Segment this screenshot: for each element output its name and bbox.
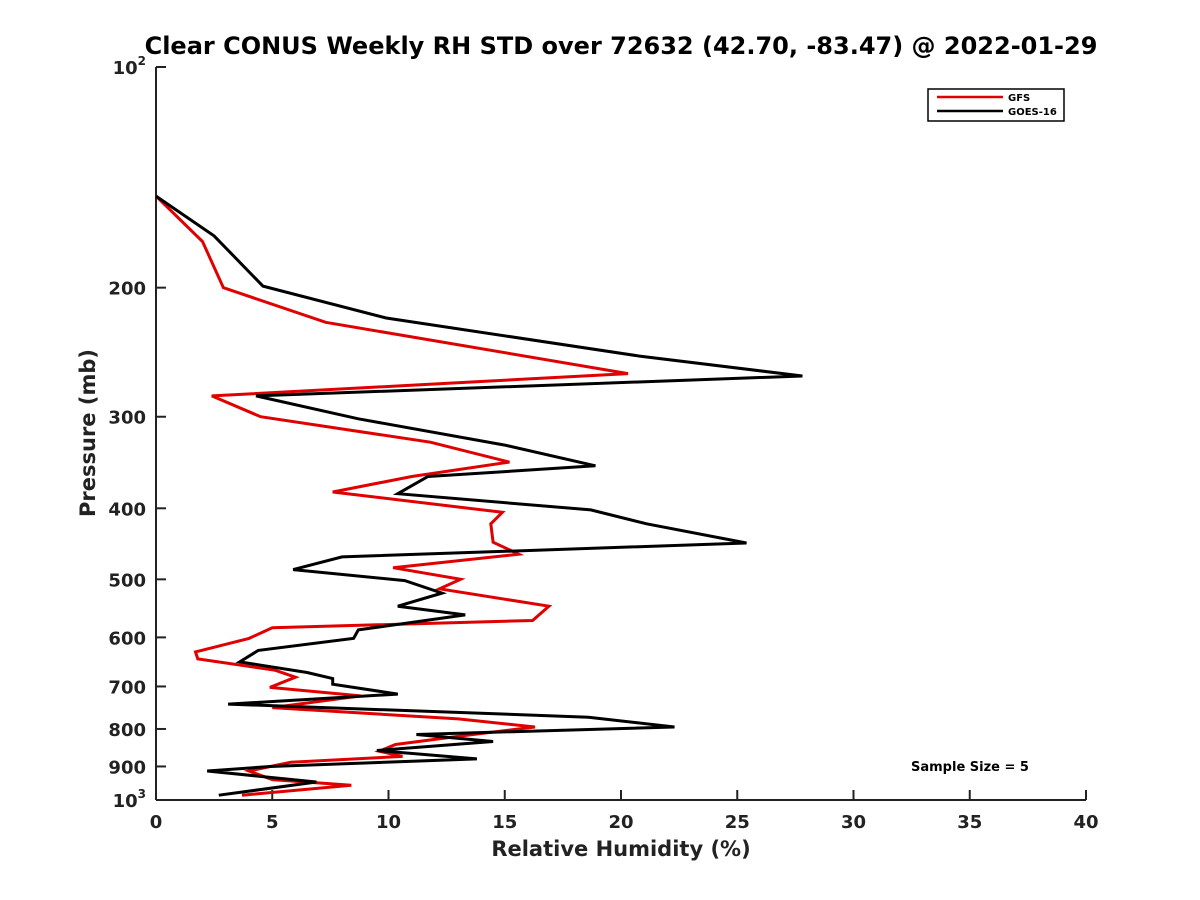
y-tick-label: 900 (108, 757, 146, 778)
x-tick-label: 25 (725, 812, 750, 833)
x-tick-label: 35 (957, 812, 982, 833)
y-tick-label: 600 (108, 628, 146, 649)
y-tick-label: 700 (108, 677, 146, 698)
x-ticks: 0 5 10 15 20 25 30 35 40 (150, 790, 1099, 833)
series-line-goes16 (155, 194, 803, 797)
legend: GFS GOES-16 (927, 88, 1065, 122)
x-tick-label: 10 (376, 812, 401, 833)
x-axis-label: Relative Humidity (%) (491, 837, 750, 861)
plot-area: 0 5 10 15 20 25 30 35 40 102 200 300 400 500 600 700 80… (108, 54, 1098, 833)
series-lines (154, 194, 803, 797)
y-tick-label: 200 (108, 279, 146, 300)
x-tick-label: 40 (1073, 812, 1098, 833)
chart-title: Clear CONUS Weekly RH STD over 72632 (42… (145, 32, 1098, 60)
series-line-gfs (154, 195, 629, 797)
y-tick-label: 102 (113, 54, 146, 79)
y-tick-label: 300 (108, 408, 146, 429)
x-tick-label: 5 (266, 812, 279, 833)
legend-label-gfs: GFS (1008, 93, 1030, 104)
legend-label-goes16: GOES-16 (1008, 107, 1057, 118)
y-tick-label: 103 (113, 787, 146, 812)
x-tick-label: 0 (150, 812, 163, 833)
y-tick-label: 800 (108, 720, 146, 741)
y-axis-label: Pressure (mb) (76, 349, 100, 517)
y-ticks: 102 200 300 400 500 600 700 800 900 103 (108, 54, 166, 812)
y-tick-label: 500 (108, 570, 146, 591)
x-tick-label: 30 (841, 812, 866, 833)
sample-size-annotation: Sample Size = 5 (911, 760, 1029, 775)
x-tick-label: 15 (492, 812, 517, 833)
x-tick-label: 20 (608, 812, 633, 833)
legend-box (927, 88, 1065, 122)
y-tick-label: 400 (108, 499, 146, 520)
